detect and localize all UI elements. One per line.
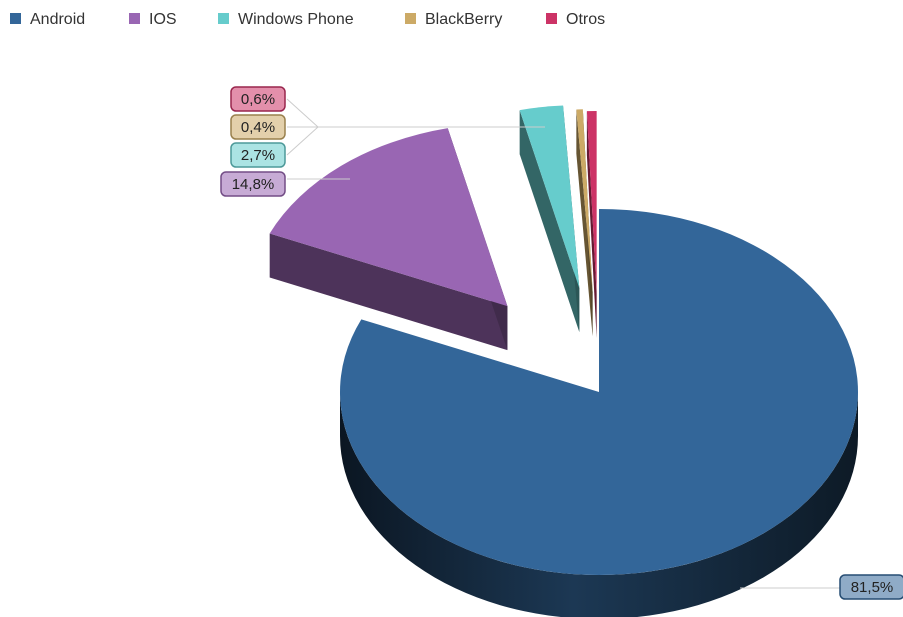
pie-slices	[269, 105, 858, 617]
slice-blackberry[interactable]	[576, 109, 593, 337]
legend-swatch	[10, 13, 21, 24]
data-label-text: 0,4%	[241, 119, 275, 136]
legend-label: Windows Phone	[238, 11, 354, 28]
label-connectors	[286, 98, 840, 589]
data-label-text: 0,6%	[241, 91, 275, 108]
legend-item-windows-phone[interactable]: Windows Phone	[218, 11, 354, 28]
connector-otros	[286, 98, 545, 128]
data-label-ios: 14,8%	[220, 171, 286, 197]
slice-side-wall	[269, 233, 508, 351]
slice-top	[340, 209, 858, 575]
legend-swatch	[405, 13, 416, 24]
data-label-blackberry: 0,4%	[230, 114, 286, 140]
legend-item-android[interactable]: Android	[10, 11, 85, 28]
legend-swatch	[546, 13, 557, 24]
slice-otros[interactable]	[586, 111, 597, 339]
slice-ios[interactable]	[269, 128, 508, 351]
data-label-text: 14,8%	[232, 176, 275, 193]
data-label-otros: 0,6%	[230, 86, 286, 112]
slice-android[interactable]	[340, 209, 858, 617]
data-label-android: 81,5%	[839, 574, 903, 600]
legend-item-otros[interactable]: Otros	[546, 11, 605, 28]
slice-top	[586, 111, 597, 295]
data-labels: 81,5% 14,8% 2,7% 0,4% 0,6%	[220, 86, 903, 600]
data-label-box	[230, 86, 286, 112]
data-label-text: 2,7%	[241, 147, 275, 164]
slice-side-wall	[586, 111, 597, 339]
data-label-box	[230, 142, 286, 168]
legend-item-blackberry[interactable]: BlackBerry	[405, 11, 502, 28]
slice-outer-wall	[340, 392, 858, 617]
slice-top	[519, 105, 580, 289]
slice-top	[576, 109, 593, 293]
data-label-box	[220, 171, 286, 197]
legend-swatch	[218, 13, 229, 24]
connector-windows-phone	[286, 126, 319, 156]
legend-swatch	[129, 13, 140, 24]
data-label-box	[230, 114, 286, 140]
legend-item-ios[interactable]: IOS	[129, 11, 177, 28]
slice-side-wall	[576, 109, 593, 337]
slice-windows-phone[interactable]	[519, 105, 580, 333]
slice-top	[269, 128, 508, 307]
data-label-text: 81,5%	[851, 579, 894, 596]
legend-label: IOS	[149, 11, 177, 28]
data-label-box	[839, 574, 903, 600]
legend-label: Otros	[566, 11, 605, 28]
data-label-windows-phone: 2,7%	[230, 142, 286, 168]
legend: Android IOS Windows Phone BlackBerry Otros	[10, 11, 605, 28]
legend-label: BlackBerry	[425, 11, 502, 28]
slice-side-wall	[519, 110, 580, 333]
legend-label: Android	[30, 11, 85, 28]
